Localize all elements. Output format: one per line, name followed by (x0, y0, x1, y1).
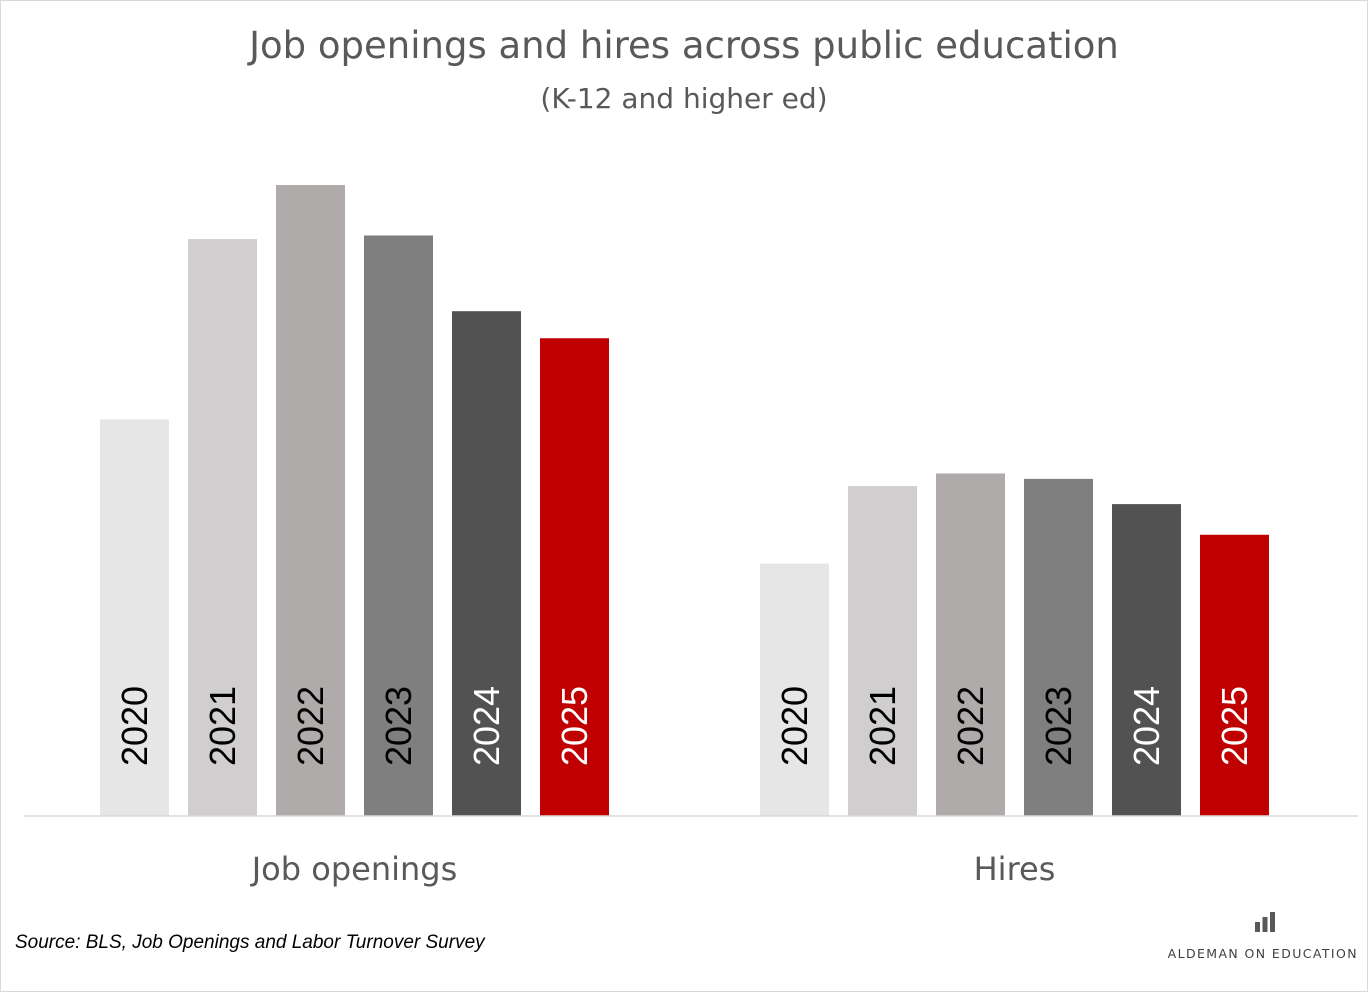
bar-chart-icon (1254, 912, 1276, 932)
bar-label-2022: 2022 (290, 686, 331, 766)
bar-label-2024: 2024 (466, 686, 507, 766)
bar-label-2025: 2025 (554, 686, 595, 766)
bar-label-2025: 2025 (1214, 686, 1255, 766)
bars: 2020 2021 2022 2023 2024 2025 2020 2021 2022 2023… (100, 185, 1269, 816)
brand-name: ALDEMAN ON EDUCATION (1168, 946, 1358, 961)
category-label-job-openings: Job openings (250, 850, 458, 888)
bar-label-2022: 2022 (950, 686, 991, 766)
bar-label-2021: 2021 (862, 686, 903, 766)
source-note: Source: BLS, Job Openings and Labor Turn… (15, 932, 485, 954)
category-label-hires: Hires (974, 850, 1056, 888)
bar-label-2024: 2024 (1126, 686, 1167, 766)
bar-label-2023: 2023 (1038, 686, 1079, 766)
bar-hires-2024 (1112, 504, 1181, 816)
bar-hires-2025 (1200, 535, 1269, 816)
bar-label-2021: 2021 (202, 686, 243, 766)
bar-label-2020: 2020 (774, 686, 815, 766)
category-labels: Job openings Hires (250, 850, 1056, 888)
bar-label-2020: 2020 (114, 686, 155, 766)
bar-label-2023: 2023 (378, 686, 419, 766)
